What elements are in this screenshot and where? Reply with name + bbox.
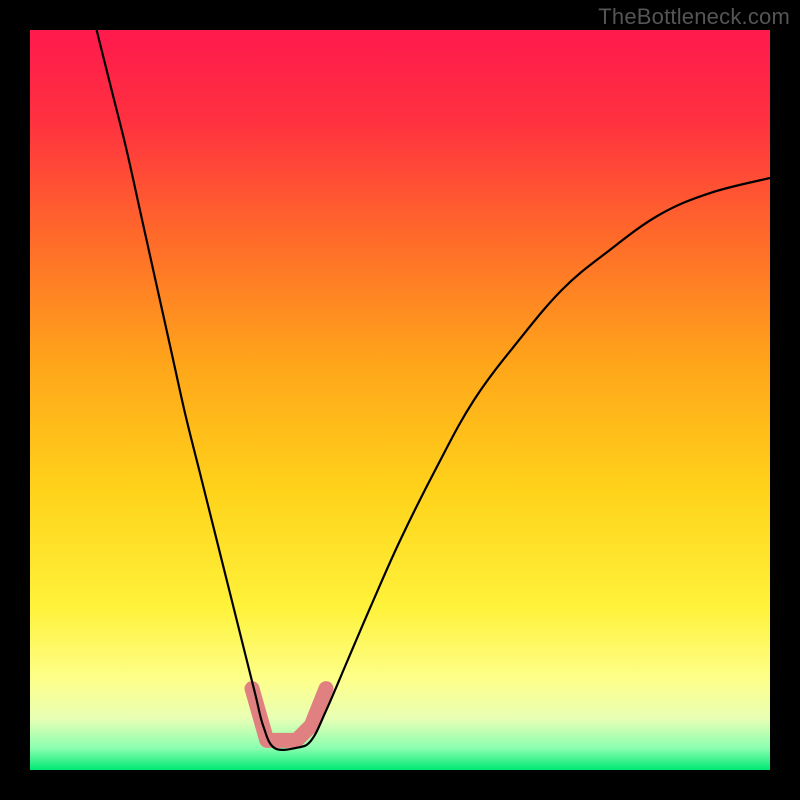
chart-svg [30,30,770,770]
plot-area [30,30,770,770]
gradient-background [30,30,770,770]
watermark-label: TheBottleneck.com [598,4,790,30]
chart-container: TheBottleneck.com [0,0,800,800]
